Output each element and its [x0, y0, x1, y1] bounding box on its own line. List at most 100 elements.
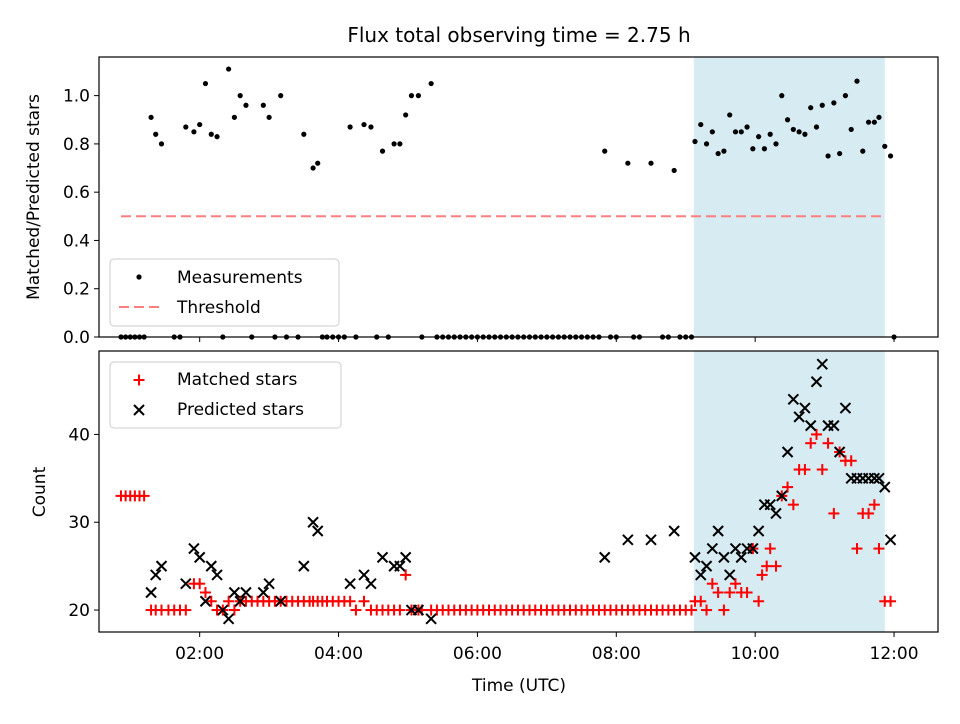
measurement-point — [391, 141, 397, 147]
matched-star-point — [868, 499, 880, 511]
measurement-point — [214, 134, 220, 140]
predicted-star-point — [781, 446, 794, 458]
matched-star-point — [873, 543, 885, 555]
matched-star-point — [718, 604, 730, 616]
predicted-star-point — [205, 560, 217, 572]
legend-measurements-marker — [136, 274, 142, 280]
matched-star-point — [782, 481, 794, 493]
matched-star-point — [828, 507, 840, 519]
measurement-point — [625, 160, 631, 166]
predicted-star-point — [217, 604, 229, 616]
figure-title: Flux total observing time = 2.75 h — [347, 23, 690, 47]
predicted-star-point — [873, 472, 885, 485]
count-points — [115, 358, 897, 625]
predicted-star-point — [828, 419, 840, 432]
predicted-star-point — [307, 516, 319, 528]
measurement-point — [887, 153, 894, 159]
predicted-star-point — [706, 542, 719, 555]
measurement-point — [379, 148, 386, 154]
matched-star-point — [199, 586, 211, 598]
measurement-point — [266, 114, 272, 120]
measurement-point — [243, 102, 249, 108]
predicted-star-point — [884, 534, 897, 546]
measurement-point — [237, 93, 243, 99]
measurement-point — [703, 141, 710, 147]
measurement-point — [158, 141, 165, 147]
measurement-point — [761, 146, 768, 152]
matched-star-point — [845, 455, 857, 467]
count-y-ticks: 20 30 40 — [68, 425, 99, 621]
predicted-star-point — [735, 551, 747, 564]
measurement-point — [876, 114, 882, 120]
x-tick-label: 12:00 — [870, 644, 919, 664]
count-y-tick-label: 20 — [68, 601, 90, 621]
predicted-star-point — [833, 446, 846, 458]
ratio-shaded-interval — [693, 57, 885, 337]
matched-star-point — [787, 499, 799, 511]
predicted-star-point — [312, 525, 324, 537]
measurement-point — [415, 93, 421, 99]
x-tick-label: 02:00 — [175, 644, 224, 664]
predicted-star-point — [228, 586, 241, 599]
predicted-star-point — [234, 595, 246, 607]
count-y-axis-label: Count — [30, 466, 50, 517]
predicted-star-point — [257, 586, 270, 599]
predicted-star-point — [712, 525, 724, 537]
measurement-point — [813, 124, 820, 130]
predicted-star-point — [298, 560, 310, 572]
x-tick-label: 08:00 — [592, 644, 641, 664]
measurement-point — [842, 93, 849, 99]
matched-star-point — [701, 604, 713, 616]
matched-star-point — [712, 586, 724, 598]
ratio-y-tick-label: 0.2 — [63, 280, 90, 300]
predicted-star-point — [668, 525, 680, 537]
measurement-point — [871, 119, 877, 125]
ratio-panel: 0.0 0.2 0.4 0.6 0.8 1.0 Matched/Predicted sta… — [24, 56, 939, 348]
predicted-star-point — [358, 569, 370, 581]
measurement-point — [368, 124, 374, 130]
measurement-point — [715, 150, 721, 157]
matched-star-point — [138, 490, 150, 502]
predicted-star-point — [752, 525, 765, 537]
predicted-star-point — [622, 534, 634, 546]
legend-matched-label: Matched stars — [177, 370, 297, 390]
predicted-star-point — [868, 472, 881, 485]
measurement-point — [310, 165, 316, 171]
predicted-star-point — [770, 507, 782, 520]
ratio-y-tick-label: 0.8 — [63, 135, 90, 155]
measurement-point — [819, 102, 825, 108]
measurement-point — [825, 153, 831, 159]
legend-predicted-marker — [133, 404, 145, 416]
matched-star-point — [729, 578, 741, 590]
predicted-star-point — [700, 560, 713, 572]
predicted-star-point — [211, 569, 223, 581]
matched-star-point — [205, 595, 217, 607]
predicted-star-point — [718, 551, 730, 564]
matched-star-point — [863, 507, 875, 519]
matched-star-point — [764, 543, 776, 555]
predicted-star-point — [839, 402, 852, 414]
matched-star-point — [799, 464, 811, 476]
predicted-star-point — [776, 490, 788, 502]
predicted-star-point — [240, 586, 252, 599]
measurement-point — [750, 146, 756, 152]
predicted-star-point — [747, 542, 759, 555]
predicted-star-point — [222, 613, 235, 625]
x-tick-label: 04:00 — [314, 644, 363, 664]
measurement-point — [403, 112, 409, 118]
legend-predicted-label: Predicted stars — [177, 400, 304, 420]
ratio-y-ticks: 0.0 0.2 0.4 0.6 0.8 1.0 — [63, 87, 99, 348]
measurement-point — [773, 141, 779, 147]
measurement-point — [191, 129, 197, 135]
measurement-point — [183, 124, 189, 130]
measurement-point — [831, 100, 837, 106]
matched-star-point — [810, 428, 822, 440]
predicted-star-point — [199, 595, 212, 607]
measurement-point — [692, 138, 698, 145]
measurement-point — [278, 93, 284, 99]
matched-star-point — [350, 604, 362, 616]
matched-star-point — [770, 560, 782, 572]
measurement-point — [837, 150, 843, 157]
